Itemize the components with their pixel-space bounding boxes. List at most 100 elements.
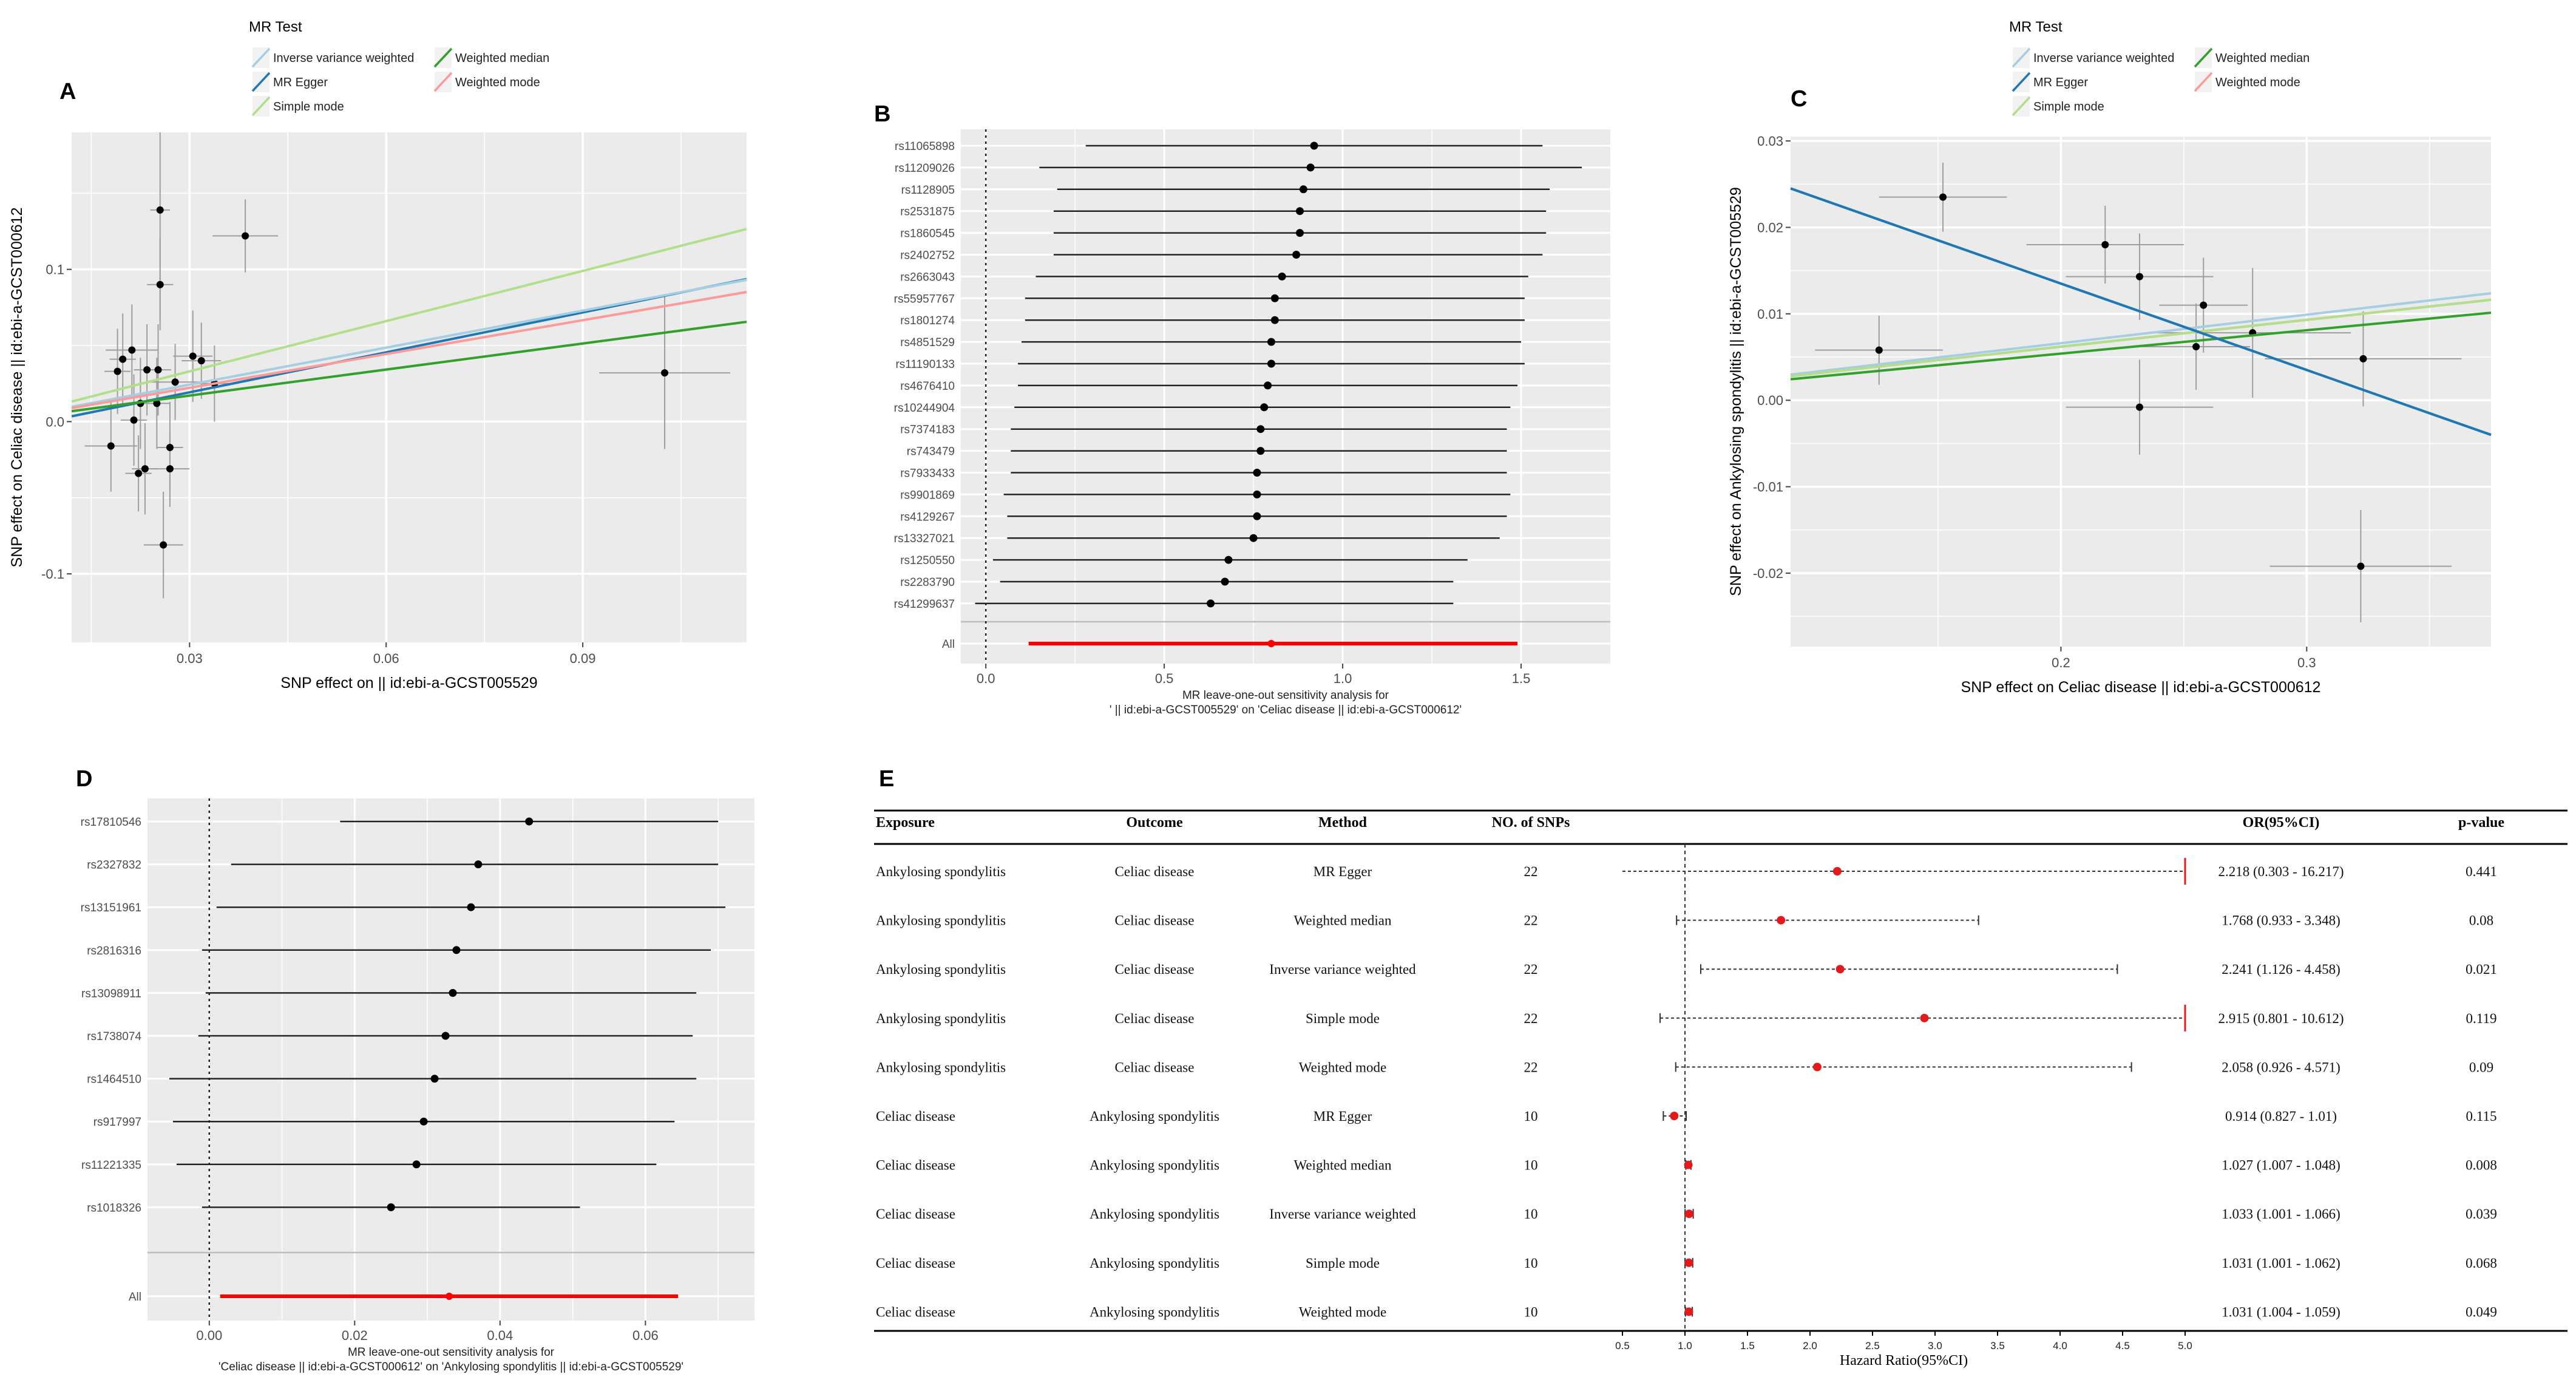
table-cell-p: 0.008 [2466,1158,2497,1173]
table-header: Method [1318,815,1368,831]
estimate-point [1310,141,1318,150]
snp-label: rs13151961 [81,902,141,914]
x-tick-label: 0.2 [2052,655,2070,670]
panel-label-a: A [59,79,76,104]
snp-point [661,369,669,377]
legend-title: MR Test [2009,19,2062,35]
estimate-point [387,1203,395,1211]
forest-plot-d: rs17810546 rs2327832 rs13151961 rs2816316 rs… [81,798,754,1373]
table-cell-p: 0.119 [2466,1011,2497,1026]
table-cell-exposure: Ankylosing spondylitis [876,913,1006,928]
snp-point [2357,562,2365,570]
estimate-point [1253,512,1261,520]
x-tick-label: 0.02 [342,1328,368,1343]
panel-label-d: D [76,766,92,792]
table-cell-method: Simple mode [1306,1011,1380,1026]
results-table-e: Exposure Outcome Method NO. of SNPs OR(95%CI… [874,809,2568,1369]
estimate-point [1256,425,1265,434]
x-tick-label: 3.5 [1990,1340,2005,1352]
regression-line-egger [1790,187,2492,437]
legend-label: Inverse variance weighted [273,52,414,65]
snp-point [197,357,205,365]
plot-background [72,132,747,642]
x-tick-label: 0.09 [570,651,596,666]
x-tick-label: 4.0 [2053,1340,2067,1352]
estimate-point [1270,316,1279,324]
table-cell-method: Weighted mode [1299,1059,1386,1075]
x-tick-label: 0.03 [177,651,203,666]
y-tick-label: 0.02 [1757,220,1783,235]
x-tick-label: 1.5 [1740,1340,1755,1352]
or-point [1670,1112,1679,1120]
table-cell-or_text: 1.031 (1.001 - 1.062) [2222,1256,2340,1271]
snp-label: rs7933433 [900,468,955,480]
estimate-point [1207,599,1215,608]
snp-label: rs10244904 [894,402,955,415]
caption-line: 'Celiac disease || id:ebi-a-GCST000612' … [219,1361,683,1373]
snp-label: rs13327021 [894,532,955,545]
table-cell-exposure: Celiac disease [876,1158,955,1173]
snp-point [2359,355,2367,362]
snp-point [160,541,168,549]
snp-label: rs1250550 [900,554,955,567]
snp-point [166,465,174,473]
y-tick-label: 0.00 [1757,393,1783,408]
table-cell-method: Weighted median [1293,913,1392,928]
x-tick-label: 2.5 [1865,1340,1880,1352]
snp-label: rs41299637 [894,598,955,611]
table-cell-method: MR Egger [1313,864,1372,879]
estimate-point [1264,381,1272,390]
table-cell-exposure: Celiac disease [876,1206,955,1222]
snp-label: rs1128905 [901,184,955,197]
table-cell-outcome: Ankylosing spondylitis [1090,1304,1219,1319]
table-cell-n: 10 [1524,1206,1538,1222]
table-cell-p: 0.049 [2466,1304,2497,1319]
snp-label: rs2816316 [87,945,141,957]
caption-line: MR leave-one-out sensitivity analysis fo… [348,1346,555,1359]
legend-key-line-ivw [251,47,271,68]
estimate-point [1292,251,1301,259]
or-point [1920,1013,1929,1022]
table-cell-or_text: 1.027 (1.007 - 1.048) [2222,1158,2340,1173]
table-cell-outcome: Ankylosing spondylitis [1090,1158,1219,1173]
snp-label: rs7374183 [900,424,955,437]
table-cell-outcome: Celiac disease [1115,864,1195,879]
snp-label: rs13098911 [81,987,141,1000]
estimate-point [441,1032,450,1040]
estimate-point [1267,338,1275,346]
snp-label: rs9901869 [900,489,955,502]
estimate-point [1296,229,1304,237]
snp-label: rs55957767 [894,293,955,305]
table-cell-outcome: Celiac disease [1115,962,1195,977]
snp-label: rs2327832 [87,859,141,872]
x-tick-label: 0.5 [1155,671,1174,686]
plot-background [961,129,1610,664]
table-cell-outcome: Ankylosing spondylitis [1090,1206,1219,1222]
estimate-point [1299,185,1307,194]
table-header: Outcome [1126,815,1183,831]
x-tick-label: 0.0 [977,671,995,686]
table-header: OR(95%CI) [2243,815,2320,831]
legend-key-line-wmode [433,72,453,92]
table-cell-exposure: Ankylosing spondylitis [876,1011,1006,1026]
table-cell-exposure: Ankylosing spondylitis [876,962,1006,977]
x-tick-label: 3.0 [1928,1340,1942,1352]
panel-label-e: E [879,766,894,792]
table-cell-method: Simple mode [1306,1256,1380,1271]
table-cell-n: 22 [1524,1011,1538,1026]
y-tick-label: -0.01 [1753,480,1783,495]
scatter-chart-a: 0.03 0.06 0.09 -0.1 0.0 0.1 SNP effect on || i… [8,19,747,692]
legend-key-line-wmode [2194,72,2213,92]
panel-label-b: B [874,101,890,127]
overall-estimate-point [1267,640,1275,647]
table-cell-n: 10 [1524,1109,1538,1124]
regression-line-wmedian [1790,311,2492,381]
x-tick-label: 1.5 [1512,671,1531,686]
snp-point [2200,301,2208,309]
or-point [1684,1160,1693,1169]
snp-point [153,400,161,407]
snp-point [242,232,249,240]
or-point [1684,1209,1693,1219]
snp-label: rs17810546 [81,816,141,829]
